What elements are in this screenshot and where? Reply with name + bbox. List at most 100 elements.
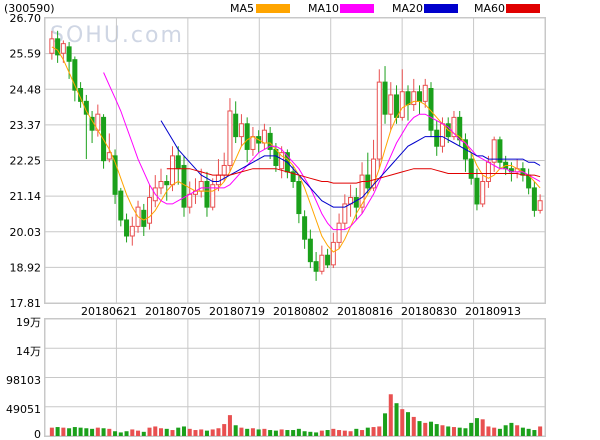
volume-bar (95, 427, 100, 436)
price-y-tick: 23.37 (10, 119, 42, 132)
volume-bar (193, 430, 198, 436)
volume-bar (331, 428, 336, 436)
stock-code: (300590) (4, 2, 55, 15)
volume-bar (268, 430, 273, 436)
legend-swatch-ma60 (506, 4, 540, 13)
candle-body (480, 180, 486, 205)
volume-y-tick: 98103 (6, 374, 41, 387)
candle-body (141, 209, 147, 227)
candle-body (491, 139, 497, 163)
legend-swatch-ma10 (340, 4, 374, 13)
volume-bar (486, 426, 491, 436)
volume-bar (348, 431, 353, 436)
candle-body (221, 164, 227, 176)
price-y-tick: 18.92 (10, 261, 42, 274)
price-y-tick: 25.59 (10, 48, 42, 61)
candle-body (198, 180, 204, 192)
legend-label-ma10: MA10 (308, 2, 339, 15)
candle-body (411, 91, 417, 106)
candle-body (296, 180, 302, 215)
volume-bar (279, 429, 284, 436)
volume-bar (463, 428, 468, 436)
volume-bar (262, 428, 267, 436)
volume-bar (337, 430, 342, 436)
volume-y-tick: 49051 (6, 403, 41, 416)
candle-body (147, 197, 153, 224)
price-y-tick: 22.25 (10, 155, 42, 168)
price-y-tick: 24.48 (10, 83, 42, 96)
price-x-tick: 20180705 (145, 305, 201, 318)
candle-body (388, 94, 394, 115)
candle-body (129, 225, 135, 237)
volume-panel: 19万 14万 98103 49051 0 (6, 316, 546, 440)
volume-bar (136, 430, 141, 436)
volume-bar (388, 394, 393, 436)
candle-body (319, 254, 325, 272)
volume-bar (227, 415, 232, 436)
price-x-tick: 20180719 (209, 305, 265, 318)
volume-bar (354, 428, 359, 436)
candle-body (439, 123, 445, 147)
volume-bar (90, 428, 95, 436)
candle-body (204, 180, 210, 208)
volume-bar (400, 409, 405, 436)
candle-body (531, 187, 537, 211)
volume-bar (147, 427, 152, 436)
candle-body (55, 38, 61, 56)
candle-body (49, 38, 55, 54)
volume-bar (216, 428, 221, 436)
candle-body (307, 238, 313, 263)
candle-body (158, 180, 164, 189)
volume-bar (210, 429, 215, 436)
candle-body (210, 184, 216, 208)
volume-bar (532, 430, 537, 436)
candle-body (434, 129, 440, 147)
candle-body (330, 241, 336, 266)
volume-bar (67, 428, 72, 436)
volume-bar (170, 430, 175, 436)
volume-bar (124, 431, 129, 436)
candle-body (394, 94, 400, 118)
volume-bar (515, 425, 520, 436)
volume-bar (187, 428, 192, 436)
legend-label-ma20: MA20 (392, 2, 423, 15)
candle-body (233, 113, 239, 138)
volume-bar (538, 426, 543, 436)
volume-bar (497, 428, 502, 436)
legend-swatch-ma20 (424, 4, 458, 13)
volume-bar (526, 428, 531, 436)
candle-body (250, 136, 256, 150)
price-y-tick: 17.81 (10, 297, 42, 310)
volume-bar (342, 430, 347, 436)
volume-bar (474, 418, 479, 436)
volume-bar (383, 413, 388, 436)
price-panel: SOHU.com 26.70 25.59 24.48 23.37 22.25 21.14 2… (10, 12, 546, 318)
candle-body (290, 171, 296, 182)
volume-bar (451, 427, 456, 436)
volume-bar (319, 430, 324, 436)
candle-body (371, 158, 377, 189)
watermark: SOHU.com (50, 23, 184, 48)
candle-body (267, 132, 273, 150)
candle-body (468, 158, 474, 179)
candle-body (106, 152, 112, 160)
candle-body (227, 110, 233, 166)
candle-body (78, 88, 84, 102)
volume-bar (101, 428, 106, 436)
volume-bar (256, 429, 261, 436)
candle-body (273, 148, 279, 166)
volume-bar (360, 430, 365, 436)
candle-body (238, 123, 244, 138)
volume-bar (285, 430, 290, 436)
volume-bar (365, 427, 370, 436)
volume-bar (520, 427, 525, 436)
volume-bar (130, 429, 135, 436)
volume-bar (296, 428, 301, 436)
volume-bar (492, 427, 497, 436)
volume-bar (107, 428, 112, 436)
volume-bar (181, 426, 186, 436)
candle-body (497, 139, 503, 163)
volume-y-tick: 14万 (16, 345, 41, 358)
volume-bar (325, 430, 330, 436)
ma-line-ma5 (51, 46, 541, 253)
